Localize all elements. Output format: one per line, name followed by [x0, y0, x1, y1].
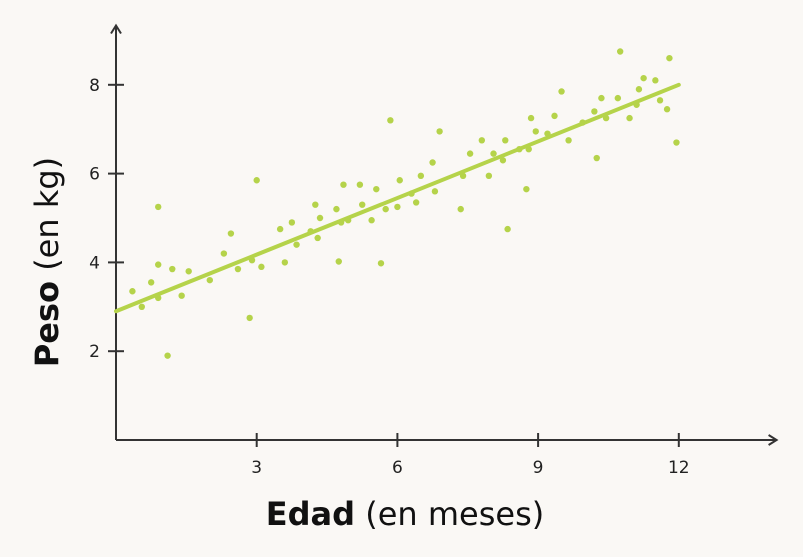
- data-point: [663, 106, 671, 113]
- data-point: [532, 128, 539, 135]
- data-point: [258, 263, 265, 271]
- data-point: [565, 137, 572, 144]
- data-point: [340, 181, 347, 188]
- data-point: [178, 292, 185, 299]
- data-point: [466, 150, 474, 157]
- data-point: [220, 250, 228, 257]
- data-point: [316, 214, 324, 222]
- x-tick-label: 9: [533, 458, 544, 478]
- data-point: [485, 172, 493, 180]
- data-point: [499, 157, 507, 164]
- data-point: [417, 172, 425, 180]
- data-point: [382, 205, 389, 213]
- trendline: [114, 82, 681, 314]
- data-point: [206, 276, 213, 284]
- data-point: [673, 139, 680, 146]
- y-tick-label: 6: [89, 165, 100, 185]
- data-point: [591, 108, 598, 115]
- y-tick-label: 4: [89, 253, 100, 273]
- data-point: [335, 258, 342, 265]
- data-point: [504, 225, 511, 233]
- data-point: [333, 205, 340, 213]
- data-point: [593, 154, 600, 162]
- data-point: [490, 150, 497, 157]
- data-point: [227, 230, 235, 237]
- data-point: [387, 117, 394, 124]
- data-point: [614, 94, 622, 102]
- y-axis-title-rest: (en kg): [28, 157, 66, 281]
- data-point: [666, 54, 673, 62]
- data-point: [635, 86, 643, 93]
- data-point: [558, 88, 565, 95]
- y-axis-title: Peso (en kg): [28, 157, 66, 367]
- y-axis-arrow-icon: [110, 23, 122, 35]
- data-point: [312, 201, 319, 208]
- data-point: [598, 94, 605, 102]
- data-point: [253, 177, 260, 184]
- data-point: [377, 260, 385, 267]
- data-point: [394, 203, 401, 211]
- data-point: [626, 114, 633, 122]
- data-point: [431, 188, 439, 195]
- data-point: [551, 112, 558, 120]
- data-point: [523, 185, 530, 193]
- data-point: [314, 234, 321, 242]
- x-tick-label: 3: [251, 458, 262, 478]
- data-point: [640, 74, 647, 82]
- data-point: [246, 314, 253, 322]
- y-axis-title-bold: Peso: [28, 281, 66, 367]
- data-point: [396, 177, 403, 184]
- data-point: [293, 241, 300, 248]
- x-axis-title-rest: (en meses): [355, 495, 544, 533]
- tick-labels: 3 6 9 12 2 4 6 8: [89, 76, 689, 478]
- data-point: [527, 114, 535, 122]
- x-axis-title-bold: Edad: [266, 495, 355, 533]
- axes: [108, 23, 779, 447]
- data-point: [234, 265, 242, 273]
- data-point: [652, 77, 659, 84]
- data-point: [457, 205, 464, 213]
- data-point: [436, 128, 443, 135]
- data-point: [169, 265, 176, 273]
- data-point: [616, 48, 624, 55]
- y-tick-label: 8: [89, 76, 100, 96]
- y-tick-label: 2: [89, 342, 100, 362]
- x-tick-label: 12: [668, 458, 690, 478]
- data-point: [356, 181, 364, 188]
- data-point: [155, 203, 162, 211]
- data-point: [276, 225, 284, 233]
- data-point: [129, 288, 136, 295]
- x-axis-arrow-icon: [768, 434, 779, 446]
- data-point: [429, 159, 436, 166]
- data-points: [129, 48, 680, 359]
- data-point: [478, 137, 486, 144]
- data-point: [164, 352, 171, 359]
- data-point: [147, 279, 155, 286]
- data-point: [185, 268, 192, 275]
- trendline-group: [114, 82, 681, 314]
- data-point: [502, 137, 509, 144]
- data-point: [281, 259, 289, 266]
- data-point: [412, 199, 420, 206]
- data-point: [368, 217, 375, 224]
- data-point: [155, 261, 162, 268]
- data-point: [288, 219, 296, 226]
- data-point: [656, 97, 664, 104]
- data-point: [138, 303, 145, 310]
- x-tick-label: 6: [392, 458, 403, 478]
- x-axis-title: Edad (en meses): [266, 495, 544, 533]
- data-point: [359, 201, 366, 208]
- data-point: [373, 185, 380, 193]
